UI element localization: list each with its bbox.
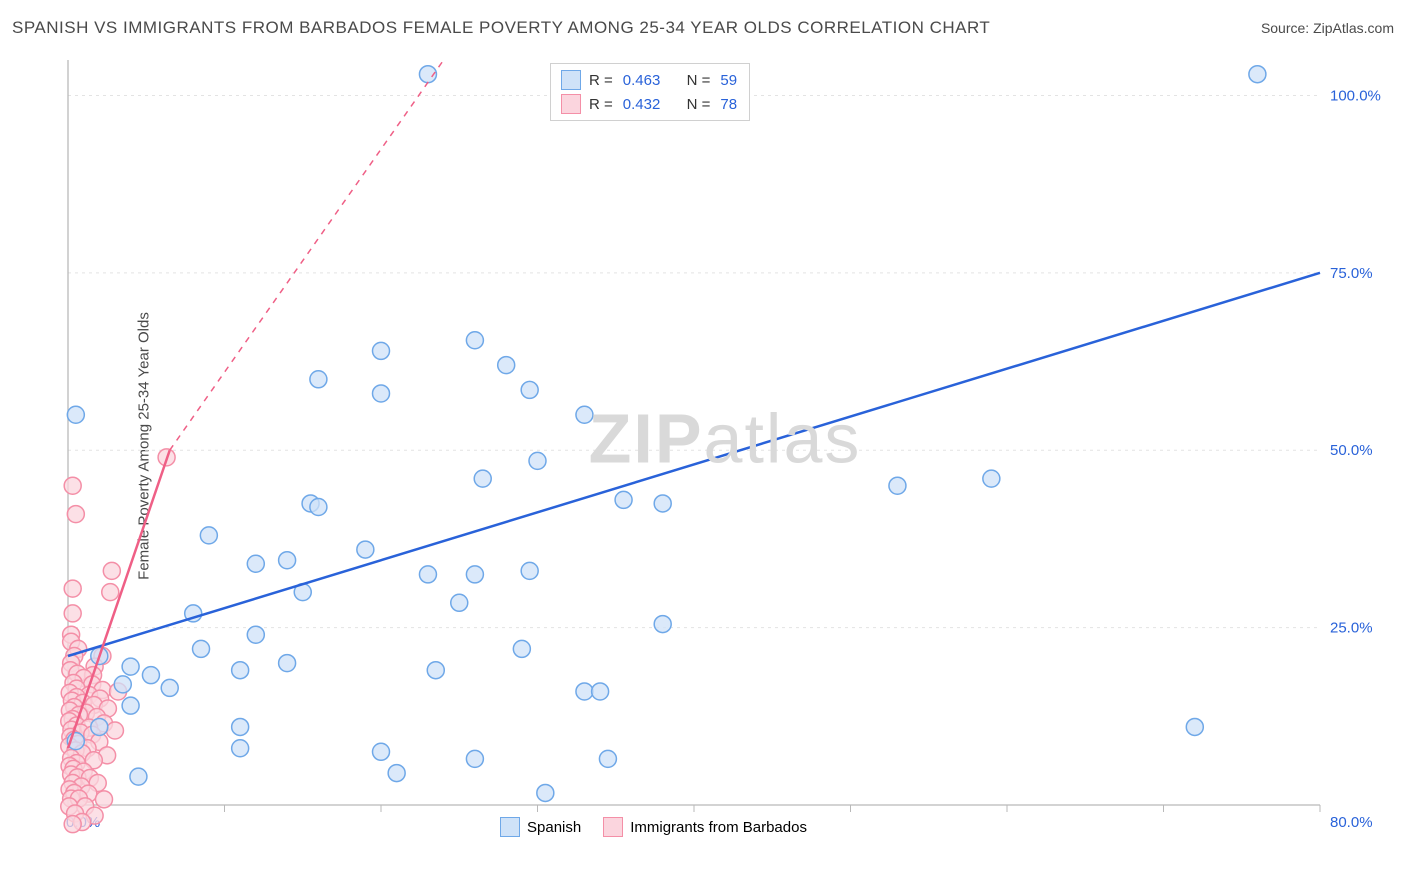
chart-svg: 25.0%50.0%75.0%100.0%0.0%80.0% — [60, 55, 1390, 835]
r-label: R = — [589, 96, 613, 113]
svg-text:75.0%: 75.0% — [1330, 265, 1373, 282]
r-value: 0.463 — [623, 72, 661, 89]
n-value: 78 — [720, 96, 737, 113]
swatch-barbados — [603, 817, 623, 837]
n-label: N = — [687, 72, 711, 89]
scatter-plot: 25.0%50.0%75.0%100.0%0.0%80.0% ZIPatlas … — [60, 55, 1390, 835]
legend-label-barbados: Immigrants from Barbados — [630, 819, 807, 836]
r-label: R = — [589, 72, 613, 89]
svg-text:50.0%: 50.0% — [1330, 442, 1373, 459]
legend-item-spanish: Spanish — [500, 817, 581, 837]
legend-item-barbados: Immigrants from Barbados — [603, 817, 807, 837]
n-label: N = — [687, 96, 711, 113]
stats-row-barbados: R = 0.432 N = 78 — [561, 92, 739, 116]
source-prefix: Source: — [1261, 20, 1313, 36]
svg-text:80.0%: 80.0% — [1330, 814, 1373, 831]
swatch-spanish — [500, 817, 520, 837]
svg-text:100.0%: 100.0% — [1330, 87, 1381, 104]
chart-title: SPANISH VS IMMIGRANTS FROM BARBADOS FEMA… — [12, 18, 990, 38]
n-value: 59 — [720, 72, 737, 89]
stats-legend: R = 0.463 N = 59 R = 0.432 N = 78 — [550, 63, 750, 121]
source-name: ZipAtlas.com — [1313, 20, 1394, 36]
r-value: 0.432 — [623, 96, 661, 113]
series-legend: Spanish Immigrants from Barbados — [500, 817, 807, 837]
chart-source: Source: ZipAtlas.com — [1261, 20, 1394, 36]
swatch-spanish — [561, 70, 581, 90]
svg-text:25.0%: 25.0% — [1330, 620, 1373, 637]
stats-row-spanish: R = 0.463 N = 59 — [561, 68, 739, 92]
legend-label-spanish: Spanish — [527, 819, 581, 836]
swatch-barbados — [561, 94, 581, 114]
chart-header: SPANISH VS IMMIGRANTS FROM BARBADOS FEMA… — [12, 18, 1394, 38]
